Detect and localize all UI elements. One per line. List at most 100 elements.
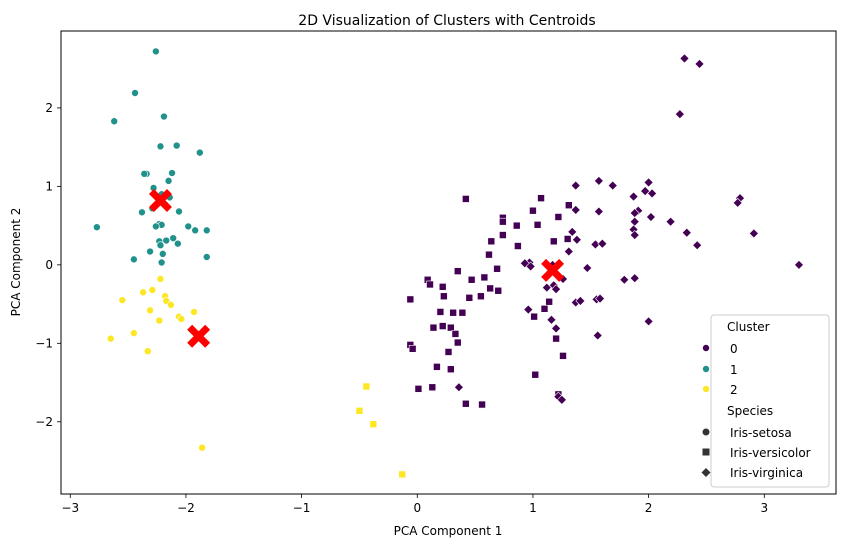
data-point-cluster-0-diamond-47: [546, 314, 557, 325]
data-point-cluster-0-diamond-4: [643, 177, 654, 188]
chart-title: 2D Visualization of Clusters with Centro…: [298, 13, 595, 29]
data-point-cluster-1-circle-8: [140, 170, 149, 178]
data-point-cluster-1-circle-31: [146, 247, 154, 256]
legend-marker-virginica: [701, 468, 711, 477]
data-point-cluster-2-circle-15: [198, 443, 206, 452]
data-point-cluster-0-square-33: [530, 312, 538, 321]
x-tick-label--3: −3: [61, 501, 79, 515]
legend-label-cluster-1: 1: [730, 363, 738, 377]
data-point-cluster-2-circle-14: [143, 347, 152, 355]
data-point-cluster-0-square-51: [478, 400, 486, 409]
data-point-cluster-0-square-38: [552, 334, 560, 343]
data-point-cluster-0-square-18: [467, 275, 476, 284]
data-point-cluster-1-circle-30: [156, 241, 165, 250]
x-axis-ticks: −3 −2 −1 0 1 2 3: [61, 494, 768, 515]
data-point-cluster-0-square-41: [408, 345, 417, 353]
data-point-cluster-0-diamond-16: [646, 212, 656, 222]
data-point-cluster-2-square-3: [398, 470, 407, 479]
data-point-cluster-0-diamond-48: [643, 316, 654, 327]
data-point-cluster-2-circle-0: [156, 275, 165, 283]
data-point-cluster-2-square-0: [362, 382, 371, 391]
data-point-cluster-0-diamond-3: [593, 175, 604, 186]
data-point-cluster-0-square-15: [493, 264, 501, 273]
data-point-cluster-0-diamond-17: [665, 216, 676, 227]
centroid-cluster-1: [149, 189, 172, 212]
data-point-cluster-0-diamond-44: [575, 296, 586, 306]
data-point-cluster-0-square-7: [512, 221, 521, 230]
centroids-layer: [149, 189, 565, 348]
data-point-cluster-0-square-26: [465, 294, 474, 302]
data-point-cluster-0-square-22: [438, 283, 447, 291]
data-point-cluster-0-square-14: [485, 250, 493, 259]
data-point-cluster-0-diamond-22: [629, 230, 640, 240]
data-point-cluster-0-diamond-2: [674, 109, 685, 120]
data-point-cluster-2-circle-6: [167, 301, 175, 309]
data-point-cluster-1-circle-0: [152, 47, 160, 56]
data-point-cluster-0-square-28: [545, 297, 553, 306]
legend-title-species: Species: [727, 404, 773, 418]
data-point-cluster-1-circle-6: [196, 148, 204, 157]
data-point-cluster-0-square-16: [453, 267, 462, 275]
data-point-cluster-0-square-12: [563, 235, 572, 243]
legend-label-cluster-0: 0: [730, 342, 738, 356]
data-point-cluster-0-square-0: [462, 195, 470, 203]
data-point-cluster-0-square-9: [499, 231, 507, 239]
data-point-cluster-0-square-37: [451, 330, 460, 338]
data-point-cluster-0-square-34: [438, 322, 447, 330]
data-point-cluster-0-square-13: [549, 237, 558, 246]
data-point-cluster-1-circle-1: [131, 89, 139, 97]
legend-label-versicolor: Iris-versicolor: [730, 446, 811, 460]
data-point-cluster-0-diamond-53: [556, 394, 567, 405]
data-point-cluster-1-circle-25: [202, 226, 211, 235]
data-point-cluster-0-square-2: [564, 201, 573, 210]
y-tick-label-0: 0: [45, 258, 53, 272]
data-point-cluster-0-square-47: [428, 383, 437, 392]
legend-box: [710, 314, 830, 488]
data-point-cluster-2-circle-11: [155, 316, 164, 325]
data-point-cluster-0-diamond-35: [794, 259, 804, 270]
data-point-cluster-0-square-48: [414, 385, 423, 393]
plot-frame: [60, 30, 837, 495]
data-point-cluster-0-diamond-49: [551, 323, 561, 334]
x-axis-label: PCA Component 1: [394, 524, 503, 538]
x-tick-label-2: 2: [645, 501, 653, 515]
data-point-cluster-1-circle-2: [160, 112, 168, 121]
data-point-cluster-1-circle-18: [175, 207, 183, 216]
legend-marker-setosa: [702, 428, 710, 436]
data-point-cluster-0-square-24: [477, 292, 485, 301]
data-point-cluster-0-square-27: [406, 295, 415, 304]
x-tick-label-0: 0: [413, 501, 421, 515]
data-point-cluster-2-circle-9: [190, 308, 198, 316]
data-point-cluster-1-circle-24: [191, 226, 199, 235]
data-point-cluster-0-diamond-23: [748, 228, 759, 239]
data-point-cluster-0-diamond-1: [694, 59, 705, 69]
data-point-cluster-0-diamond-6: [607, 180, 618, 191]
data-point-cluster-1-circle-27: [162, 236, 171, 245]
data-point-cluster-0-square-44: [433, 363, 441, 371]
data-point-cluster-2-circle-13: [106, 334, 115, 343]
data-point-cluster-0-diamond-38: [619, 274, 630, 285]
data-point-cluster-0-square-5: [499, 217, 507, 226]
data-point-cluster-1-circle-29: [174, 239, 182, 248]
data-point-cluster-1-circle-5: [172, 141, 181, 150]
data-point-cluster-0-diamond-18: [629, 216, 640, 227]
data-point-cluster-0-diamond-20: [567, 226, 578, 237]
data-point-cluster-0-square-23: [494, 286, 503, 295]
data-point-cluster-1-circle-3: [110, 117, 119, 126]
data-point-cluster-0-diamond-13: [570, 204, 581, 215]
data-point-cluster-0-square-29: [540, 304, 549, 313]
data-point-cluster-2-circle-4: [118, 296, 127, 304]
legend-label-setosa: Iris-setosa: [730, 426, 792, 440]
data-point-cluster-0-square-10: [514, 242, 522, 250]
data-point-cluster-0-square-11: [487, 237, 496, 246]
centroid-cluster-2: [187, 324, 211, 348]
legend-marker-versicolor: [702, 448, 710, 456]
x-tick-label--2: −2: [177, 501, 195, 515]
data-point-cluster-0-square-35: [447, 323, 455, 332]
data-point-cluster-2-circle-10: [177, 315, 186, 323]
data-point-cluster-0-diamond-24: [571, 234, 582, 245]
legend-label-virginica: Iris-virginica: [730, 466, 803, 480]
y-tick-label--2: −2: [35, 415, 53, 429]
y-axis-ticks: −2 −1 0 1 2: [35, 101, 61, 429]
